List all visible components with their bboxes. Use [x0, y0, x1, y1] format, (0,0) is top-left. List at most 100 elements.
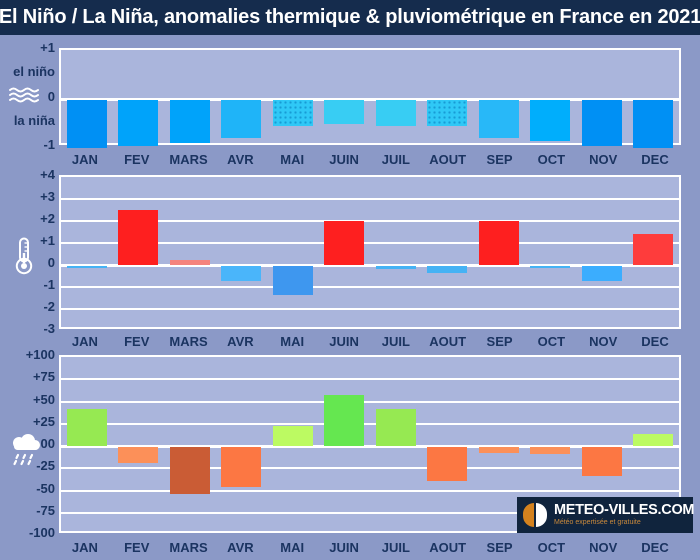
y-tick-label: +50 [32, 391, 55, 407]
x-label-mai: MAI [280, 152, 305, 167]
x-label-oct: OCT [537, 540, 566, 555]
temperature-anomaly-bar-aout [427, 266, 468, 273]
enso-month-axis: JAN FEV MARS AVR MAI JUIN JUIL AOUT SEP OCT NOV DEC [59, 151, 681, 169]
x-label-fev: FEV [124, 334, 150, 349]
precipitation-month-axis: JAN FEV MARS AVR MAI JUIN JUIL AOUT SEP OCT NOV DEC [59, 539, 681, 557]
enso-y-axis: +1 el niño 0 la niña -1 [0, 40, 55, 152]
gridline [61, 308, 679, 310]
precipitation-anomaly-bar-juil [375, 408, 416, 446]
enso-index-bar-mars [169, 99, 210, 144]
gridline [61, 400, 679, 403]
temperature-anomaly-bar-oct [530, 266, 571, 269]
x-label-mars: MARS [169, 152, 208, 167]
temperature-anomaly-bar-nov [581, 266, 622, 282]
y-tick-label: 00 [40, 436, 55, 451]
precipitation-y-axis: +100 +75 +50 +25 00 -25 -50 -75 -100 [0, 347, 55, 540]
x-label-nov: NOV [589, 540, 618, 555]
x-label-nov: NOV [589, 334, 618, 349]
temperature-anomaly-bar-mai [272, 266, 313, 295]
precipitation-anomaly-bar-dec [633, 434, 674, 446]
x-label-dec: DEC [641, 334, 669, 349]
rain-cloud-icon [13, 434, 40, 466]
temperature-anomaly-bar-jan [66, 266, 107, 269]
precipitation-anomaly-bar-oct [530, 447, 571, 455]
x-label-juil: JUIL [381, 334, 410, 349]
x-label-nov: NOV [589, 152, 618, 167]
enso-index-bar-jan [66, 99, 107, 148]
x-label-avr: AVR [227, 540, 254, 555]
enso-index-bar-fev [118, 99, 159, 146]
y-tick-label: +1 [40, 40, 55, 55]
enso-index-bar-juil [375, 99, 416, 127]
gridline [61, 422, 679, 425]
x-label-mars: MARS [169, 540, 208, 555]
y-tick-label: +25 [32, 413, 55, 429]
temperature-anomaly-bar-mars [169, 259, 210, 265]
y-tick-label: el niño [13, 64, 55, 80]
enso-index-bar-oct [530, 99, 571, 141]
waves-icon [9, 87, 39, 103]
y-tick-label: -1 [43, 277, 55, 292]
y-tick-label: +1 [40, 233, 55, 248]
x-label-aout: AOUT [429, 540, 467, 555]
precipitation-anomaly-bar-jan [66, 408, 107, 446]
x-label-oct: OCT [537, 334, 566, 349]
logo-circle-icon [523, 503, 547, 527]
y-tick-label: -25 [36, 458, 55, 474]
x-label-dec: DEC [641, 540, 669, 555]
temperature-anomaly-bar-sep [478, 221, 519, 265]
y-tick-label: 0 [47, 88, 55, 104]
gridline [61, 378, 679, 381]
y-tick-label: -50 [36, 480, 55, 496]
x-label-mai: MAI [280, 540, 305, 555]
gridline [61, 286, 679, 288]
y-tick-label: -1 [43, 137, 55, 152]
temperature-anomaly-bar-fev [118, 210, 159, 265]
x-label-aout: AOUT [429, 152, 467, 167]
x-label-fev: FEV [124, 540, 150, 555]
thermometer-icon [15, 237, 33, 275]
y-tick-label: +75 [32, 369, 55, 385]
enso-index-bar-aout [427, 99, 468, 127]
x-label-jan: JAN [71, 540, 98, 555]
x-label-juil: JUIL [381, 152, 410, 167]
y-tick-label: +4 [40, 167, 55, 182]
zero-line [61, 264, 679, 267]
temperature-anomaly-bar-dec [633, 234, 674, 265]
enso-index-bar-nov [581, 99, 622, 146]
y-tick-label: +2 [40, 211, 55, 226]
x-label-jan: JAN [71, 334, 98, 349]
title-bar: El Niño / La Niña, anomalies thermique &… [0, 0, 700, 35]
temperature-y-axis: +4 +3 +2 +1 0 -1 -2 -3 [0, 167, 55, 336]
x-label-dec: DEC [641, 152, 669, 167]
y-tick-label: -100 [28, 525, 55, 540]
y-tick-label: -3 [43, 321, 55, 336]
gridline [61, 198, 679, 200]
y-tick-label: +100 [25, 347, 55, 362]
x-label-sep: SEP [486, 334, 513, 349]
logo-name: METEO-VILLES.COM [554, 502, 695, 518]
enso-index-bar-avr [221, 99, 262, 139]
x-label-mai: MAI [280, 334, 305, 349]
enso-index-bar-dec [633, 99, 674, 148]
precipitation-anomaly-bar-sep [478, 447, 519, 454]
gridline [61, 511, 679, 514]
y-tick-label: la niña [13, 112, 55, 128]
meteo-villes-logo: METEO-VILLES.COM Météo expertisée et gra… [517, 497, 695, 533]
precipitation-anomaly-bar-mars [169, 447, 210, 495]
precipitation-anomaly-bar-aout [427, 447, 468, 481]
x-label-juin: JUIN [329, 540, 359, 555]
precipitation-anomaly-bar-avr [221, 447, 262, 488]
x-label-jan: JAN [71, 152, 98, 167]
x-label-juin: JUIN [329, 334, 359, 349]
enso-index-bar-mai [272, 99, 313, 127]
enso-plot [59, 48, 681, 148]
temperature-anomaly-bar-juil [375, 266, 416, 270]
temperature-anomaly-bar-avr [221, 266, 262, 282]
y-tick-label: +3 [40, 189, 55, 204]
temperature-month-axis: JAN FEV MARS AVR MAI JUIN JUIL AOUT SEP OCT NOV DEC [59, 333, 681, 351]
y-tick-label: 0 [47, 255, 55, 270]
gridline [61, 489, 679, 492]
temperature-anomaly-bar-juin [324, 221, 365, 265]
